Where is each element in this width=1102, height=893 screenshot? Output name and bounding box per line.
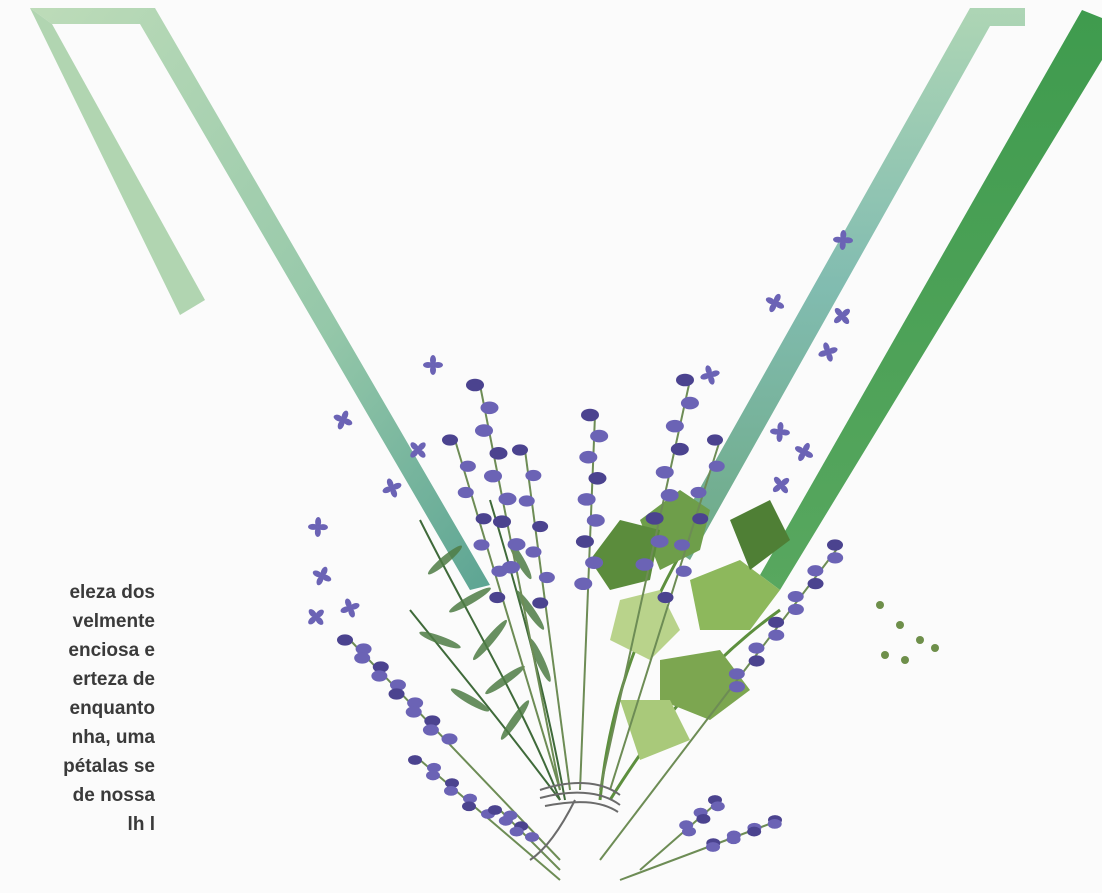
twine-knot-icon bbox=[529, 782, 621, 861]
body-text-fragment: eleza dos velmente enciosa e erteza de e… bbox=[0, 578, 155, 839]
text-line: eleza dos bbox=[69, 582, 155, 603]
rosemary-needles bbox=[419, 540, 551, 740]
text-line: lh l bbox=[127, 814, 155, 835]
herb-bouquet bbox=[308, 230, 939, 881]
text-line: velmente bbox=[72, 611, 155, 632]
left-green-stroke bbox=[30, 8, 490, 590]
lavender-sprig-icon bbox=[337, 373, 844, 881]
text-line: enciosa e bbox=[68, 640, 155, 661]
text-line: de nossa bbox=[72, 785, 155, 806]
right-green-stroke bbox=[668, 8, 1102, 590]
text-line: erteza de bbox=[72, 669, 155, 690]
parsley-leaf-icon bbox=[590, 490, 790, 801]
floating-petal-icon bbox=[308, 230, 939, 664]
text-line: pétalas se bbox=[63, 756, 155, 777]
text-line: enquanto bbox=[69, 698, 156, 719]
text-line: nha, uma bbox=[71, 727, 155, 748]
